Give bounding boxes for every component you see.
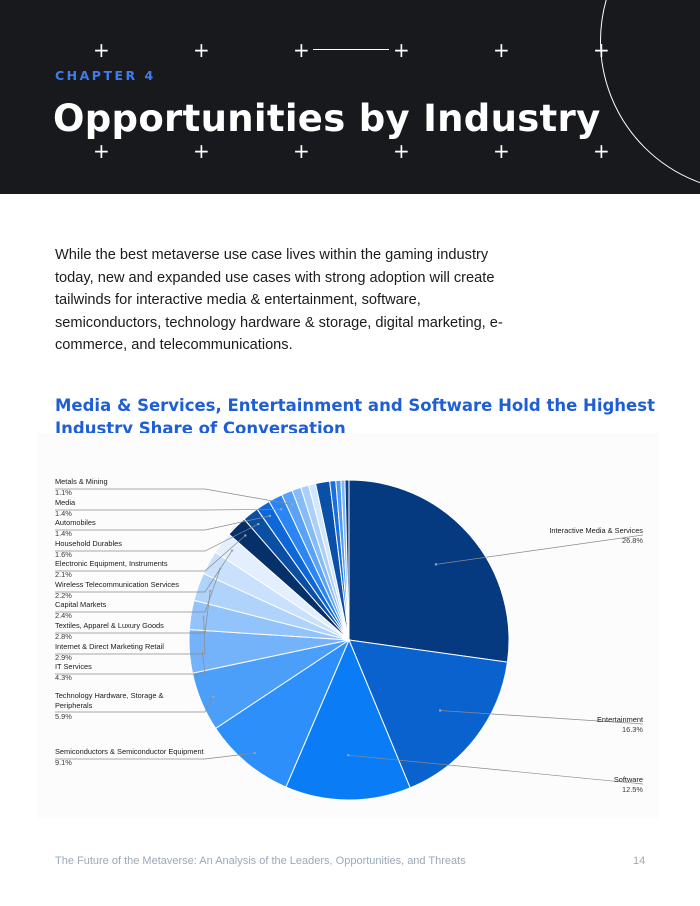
leader-dot	[230, 549, 234, 552]
slice-value: 2.4%	[55, 611, 72, 620]
leader-dot	[268, 514, 272, 518]
pie-slice	[348, 639, 509, 789]
leader-dot	[438, 709, 442, 712]
slice-label: IT Services	[55, 662, 92, 671]
slice-value: 26.8%	[622, 536, 643, 545]
slice-label: Automobiles	[55, 518, 96, 527]
leader-dot	[219, 567, 222, 570]
slice-label: Media	[55, 498, 76, 507]
pie-slice	[348, 479, 510, 663]
decorative-line	[313, 49, 389, 50]
leader-line	[55, 515, 270, 531]
chapter-label: CHAPTER 4	[55, 68, 156, 83]
plus-decoration-icon: +	[93, 38, 110, 62]
leader-dot	[200, 649, 204, 652]
slice-label: Wireless Telecommunication Services	[55, 580, 179, 589]
intro-paragraph: While the best metaverse use case lives …	[55, 247, 503, 353]
leader-line	[55, 616, 206, 655]
leader-line	[55, 488, 292, 505]
page-title: Opportunities by Industry	[53, 97, 601, 140]
slice-value: 4.3%	[55, 673, 72, 682]
pie-slice	[344, 479, 350, 641]
slice-label: Software	[614, 775, 643, 784]
plus-decoration-icon: +	[393, 38, 410, 62]
leader-dot	[434, 563, 438, 566]
slice-value: 1.1%	[55, 488, 72, 497]
leader-dot	[253, 751, 256, 755]
leader-dot	[280, 508, 283, 511]
slice-label: Entertainment	[597, 715, 643, 724]
footer-text: The Future of the Metaverse: An Analysis…	[55, 855, 466, 867]
slice-label: Technology Hardware, Storage &	[55, 691, 164, 700]
leader-dot	[202, 615, 205, 619]
slice-value: 2.2%	[55, 591, 72, 600]
leader-dot	[347, 753, 350, 757]
leader-line	[435, 534, 644, 565]
slice-label: Metals & Mining	[55, 477, 108, 486]
leader-line	[55, 550, 233, 593]
slice-value: 1.6%	[55, 550, 72, 559]
leader-line	[55, 650, 206, 675]
slice-value: 9.1%	[55, 758, 72, 767]
slice-label: Internet & Direct Marketing Retail	[55, 642, 164, 651]
slice-value: 1.4%	[55, 509, 72, 518]
slice-value: 2.1%	[55, 570, 72, 579]
chapter-header: + + + + + + + + + + + + CHAPTER 4 Opport…	[0, 0, 700, 194]
leader-line	[55, 590, 211, 634]
pie-slice	[214, 638, 351, 788]
leader-line	[55, 508, 282, 511]
page-number: 14	[633, 855, 646, 867]
leader-dot	[244, 534, 247, 537]
pie-slice	[285, 638, 411, 801]
slice-value: 1.4%	[55, 529, 72, 538]
leader-dot	[209, 589, 212, 593]
plus-decoration-icon: +	[193, 38, 210, 62]
leader-line	[55, 752, 255, 760]
leader-line	[55, 523, 259, 552]
leader-dot	[212, 695, 215, 699]
plus-decoration-icon: +	[593, 139, 610, 163]
slice-value: 12.5%	[622, 785, 643, 794]
leader-line	[55, 696, 214, 713]
plus-decoration-icon: +	[93, 139, 110, 163]
slice-label: Electronic Equipment, Instruments	[55, 559, 168, 568]
slice-value: 16.3%	[622, 725, 643, 734]
plus-decoration-icon: +	[193, 139, 210, 163]
plus-decoration-icon: +	[493, 38, 510, 62]
leader-dot	[257, 522, 260, 526]
plus-decoration-icon: +	[293, 139, 310, 163]
plus-decoration-icon: +	[493, 139, 510, 163]
slice-value: 2.9%	[55, 653, 72, 662]
slice-label: Interactive Media & Services	[549, 526, 643, 535]
leader-dot	[290, 503, 294, 506]
plus-decoration-icon: +	[293, 38, 310, 62]
leader-line	[55, 535, 246, 572]
slice-label: Household Durables	[55, 539, 122, 548]
slice-value: 5.9%	[55, 712, 72, 721]
slice-label: Peripherals	[55, 701, 93, 710]
slice-value: 2.8%	[55, 632, 72, 641]
slice-label: Textiles, Apparel & Luxury Goods	[55, 621, 164, 630]
plus-decoration-icon: +	[393, 139, 410, 163]
leader-line	[440, 710, 644, 725]
leader-line	[55, 568, 221, 613]
leader-line	[348, 754, 644, 785]
slice-label: Semiconductors & Semiconductor Equipment	[55, 747, 204, 756]
slice-label: Capital Markets	[55, 600, 107, 609]
